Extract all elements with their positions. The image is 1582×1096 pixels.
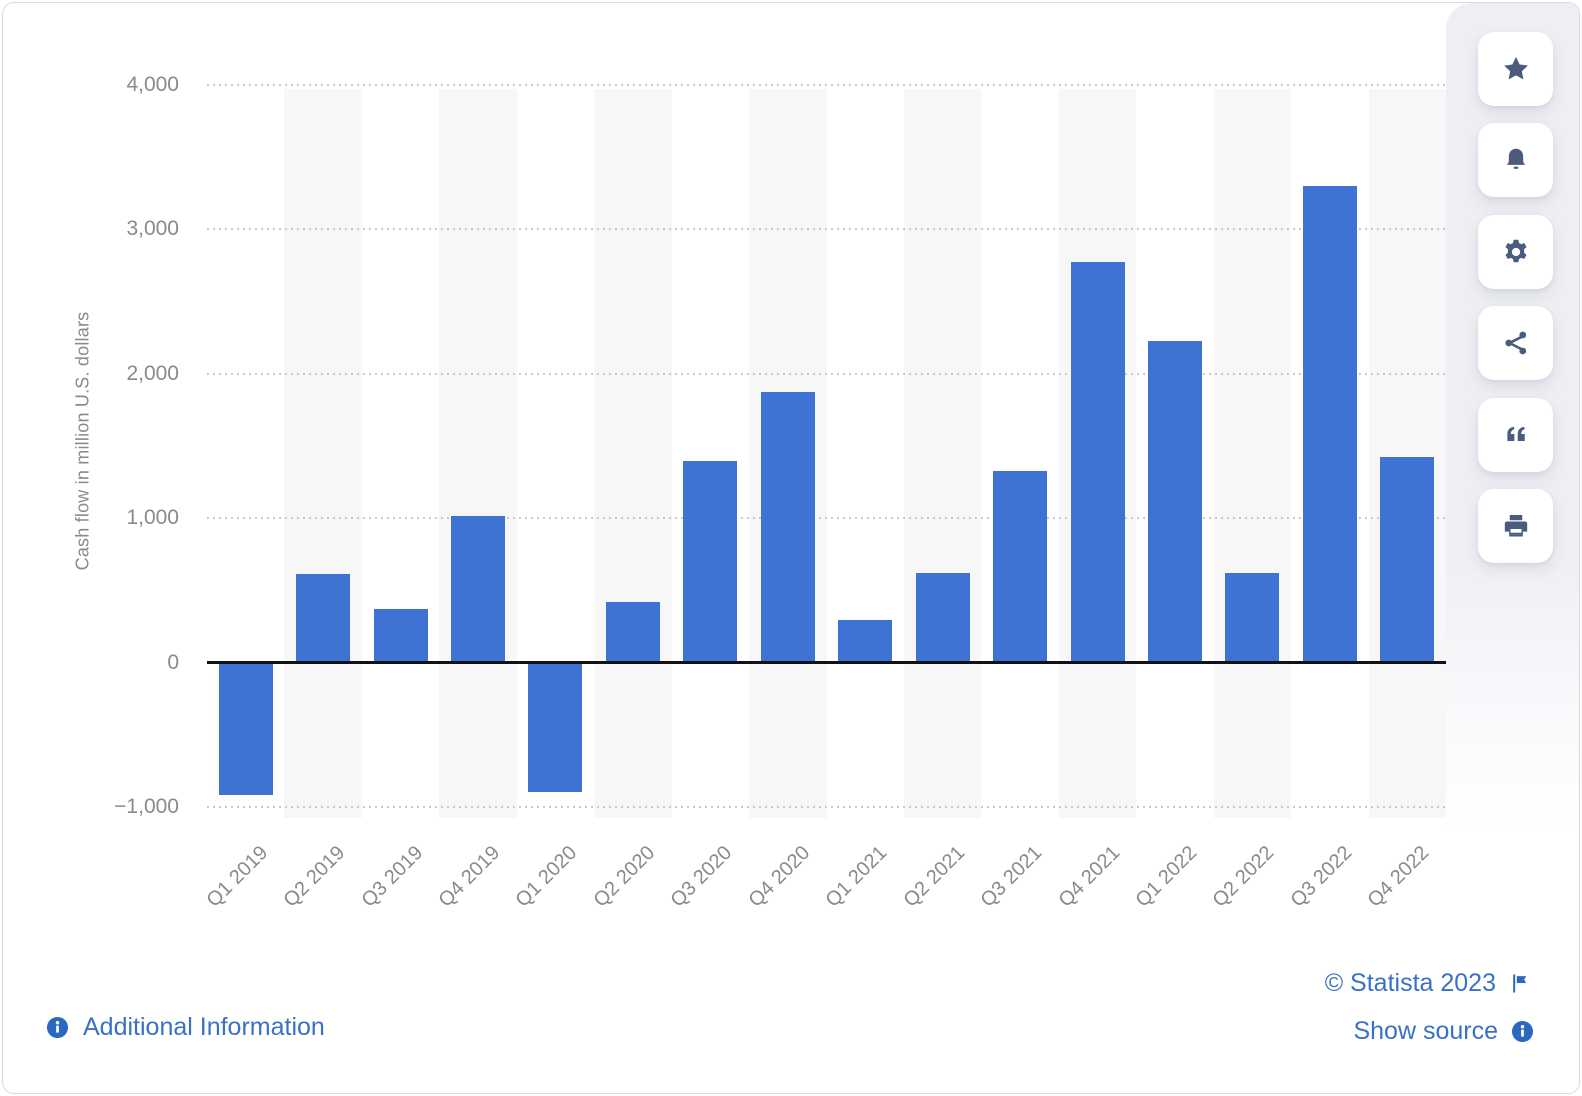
bar-q4-2019[interactable] [451, 516, 506, 663]
chart-area: Cash flow in million U.S. dollars 4,000 3… [3, 3, 1446, 1093]
printer-icon [1504, 515, 1527, 537]
bar-q1-2021[interactable] [838, 620, 893, 663]
bar-q1-2022[interactable] [1147, 340, 1202, 663]
column-stripe [903, 89, 982, 818]
column-stripe [1213, 89, 1292, 818]
gear-icon [1504, 239, 1527, 263]
bar-q2-2019[interactable] [296, 573, 351, 663]
info-icon [1511, 1020, 1534, 1043]
column-stripe [594, 89, 672, 818]
bar-q3-2022[interactable] [1302, 186, 1357, 663]
favorite-button[interactable] [1478, 32, 1553, 106]
bar-q3-2019[interactable] [373, 608, 428, 663]
bar-q1-2020[interactable] [528, 662, 583, 792]
info-icon [46, 1016, 69, 1039]
bar-q4-2021[interactable] [1070, 261, 1125, 663]
bar-q3-2020[interactable] [683, 460, 738, 663]
print-button[interactable] [1478, 489, 1553, 563]
y-tick-label--1000: −1,000 [114, 795, 179, 818]
bar-q2-2021[interactable] [915, 573, 970, 663]
alert-button[interactable] [1478, 123, 1553, 198]
y-tick-label-0: 0 [167, 650, 179, 674]
cite-button[interactable] [1478, 397, 1553, 472]
share-icon [1504, 331, 1526, 355]
share-button[interactable] [1478, 306, 1553, 381]
additional-information-label: Additional Information [83, 1013, 325, 1041]
bar-q1-2019[interactable] [218, 662, 273, 796]
copyright-label: © Statista 2023 [1324, 969, 1496, 997]
y-axis-title: Cash flow in million U.S. dollars [72, 311, 93, 571]
bar-q4-2020[interactable] [760, 392, 815, 663]
bell-icon [1506, 149, 1525, 170]
settings-button[interactable] [1478, 214, 1553, 289]
x-axis-zero-line [207, 661, 1446, 664]
bar-q2-2022[interactable] [1225, 572, 1280, 663]
star-icon [1503, 56, 1528, 80]
gridline-3000 [207, 228, 1446, 230]
y-tick-label-1000: 1,000 [126, 506, 179, 529]
flag-icon [1508, 972, 1531, 995]
bar-q2-2020[interactable] [605, 602, 660, 663]
y-tick-label-3000: 3,000 [126, 217, 179, 240]
toolbar-rail [1446, 3, 1579, 1093]
gridline-4000 [207, 83, 1446, 86]
show-source-link[interactable]: Show source [1353, 1017, 1534, 1046]
bar-q4-2022[interactable] [1380, 457, 1435, 663]
additional-information-link[interactable]: Additional Information [46, 1013, 325, 1042]
column-stripe [1368, 89, 1446, 818]
column-stripe [439, 89, 517, 818]
gridline-1000 [207, 517, 1446, 519]
show-source-label: Show source [1353, 1017, 1498, 1045]
copyright-notice[interactable]: © Statista 2023 [1325, 969, 1531, 998]
quote-icon [1506, 426, 1525, 441]
column-stripe [284, 89, 362, 818]
y-tick-label-4000: 4,000 [126, 72, 179, 96]
gridline-2000 [207, 372, 1446, 375]
bar-q3-2021[interactable] [993, 470, 1048, 663]
y-tick-label-2000: 2,000 [126, 361, 179, 385]
gridline--1000 [207, 806, 1446, 808]
